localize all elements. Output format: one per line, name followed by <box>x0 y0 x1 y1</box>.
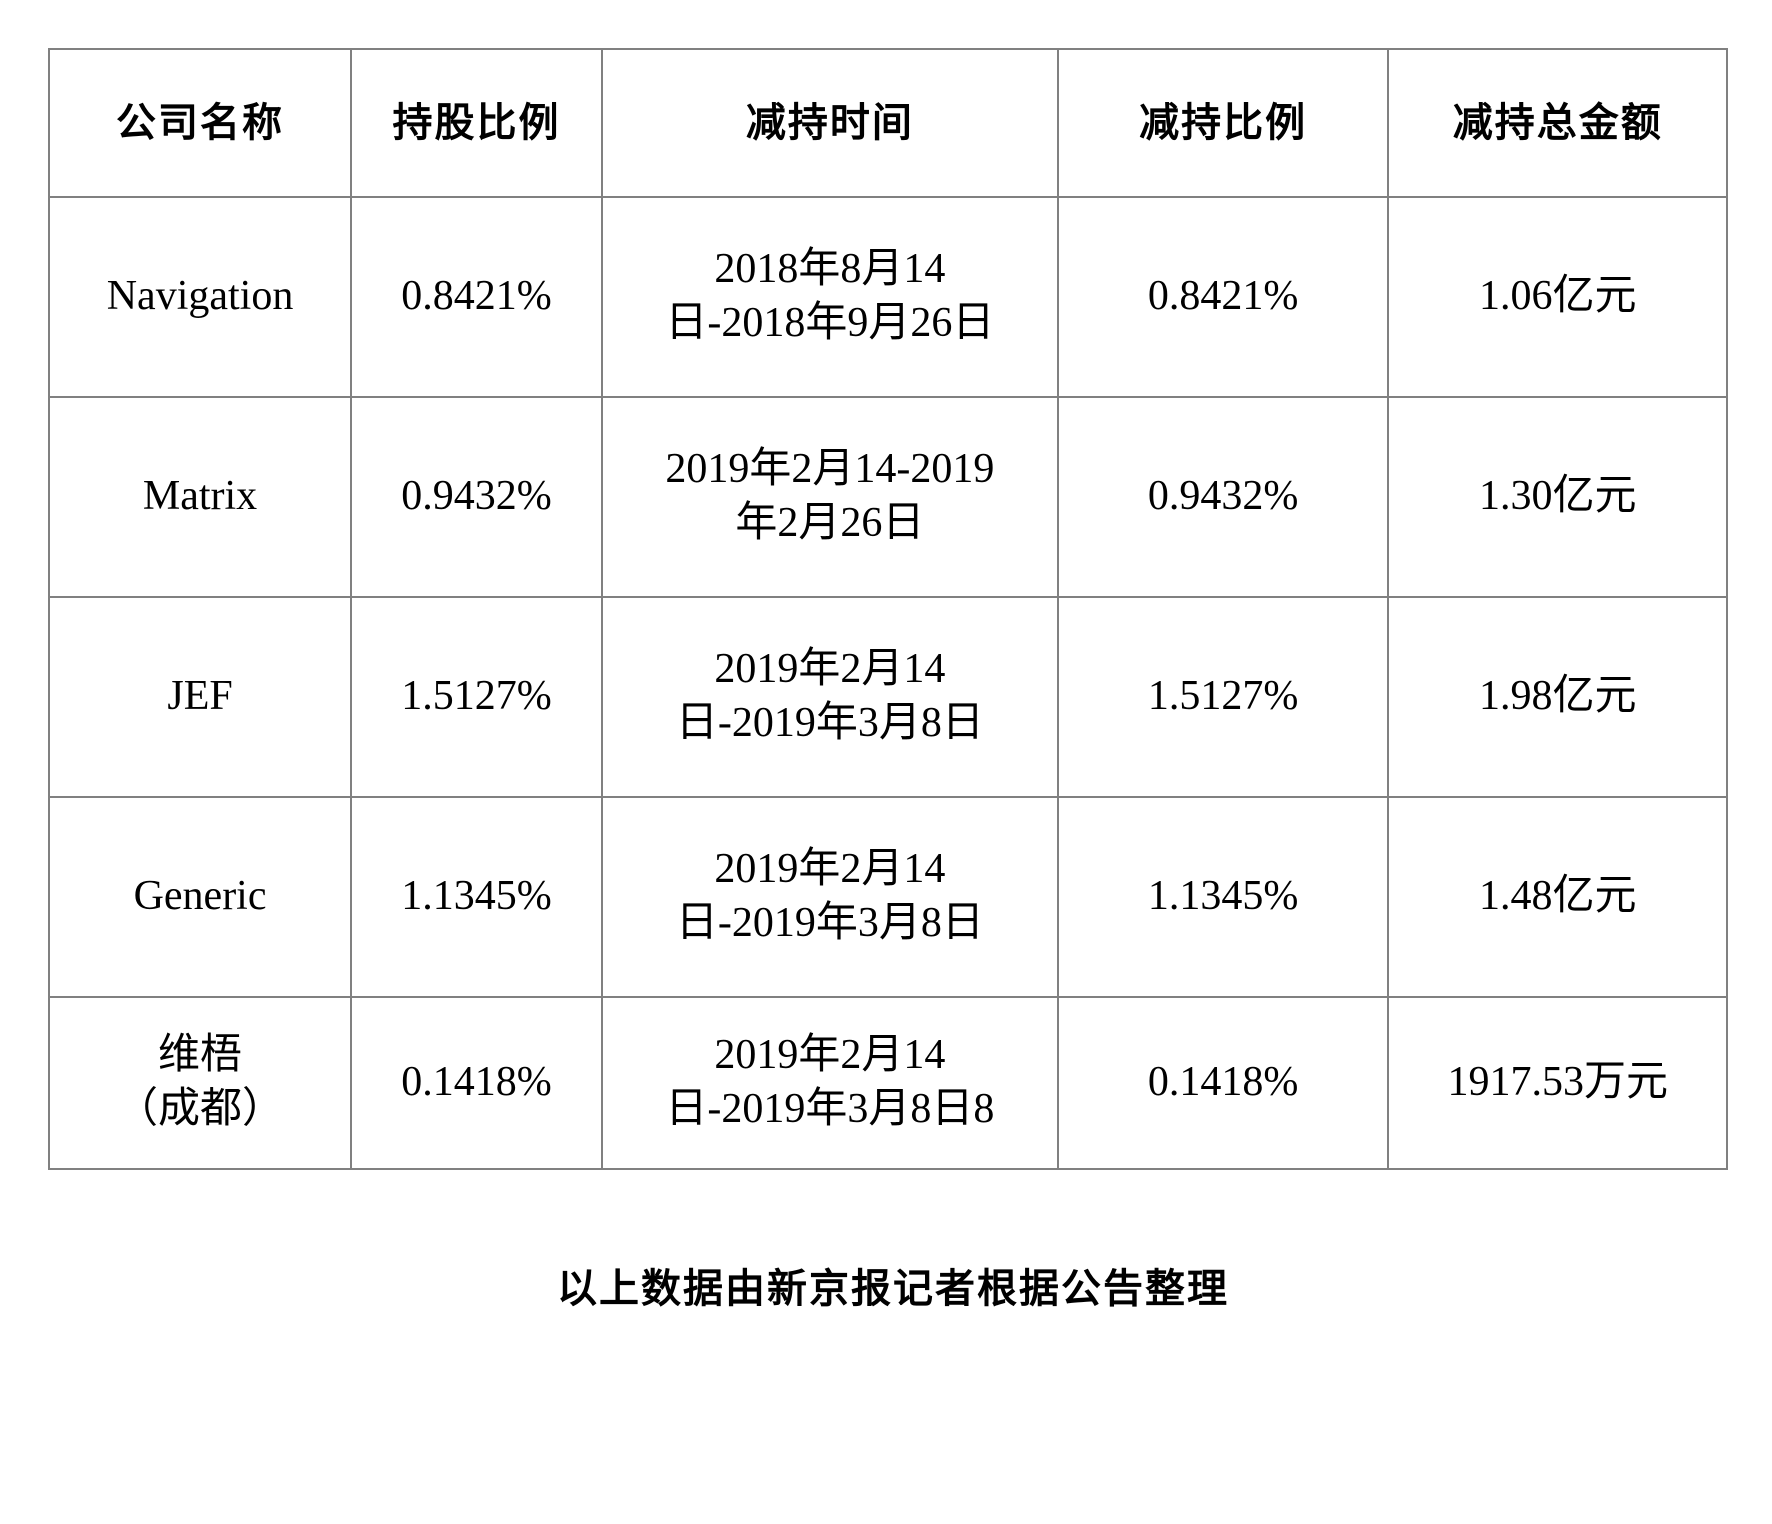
cell-reduction-ratio: 1.5127% <box>1056 596 1390 798</box>
cell-reduction-ratio: 0.9432% <box>1056 396 1390 598</box>
reduction-period-line-2: 日-2018年9月26日 <box>665 300 995 346</box>
table-row: 维梧 （成都） 0.1418% 2019年2月14 日-2019年3月8日8 0… <box>47 996 1728 1170</box>
cell-holding-ratio: 0.9432% <box>350 396 603 598</box>
reduction-period-line-2: 年2月26日 <box>735 500 925 546</box>
cell-reduction-ratio: 0.1418% <box>1056 996 1390 1170</box>
cell-company-name: 维梧 （成都） <box>47 996 353 1170</box>
reduction-period-line-2: 日-2019年3月8日 <box>675 700 984 746</box>
cell-reduction-amount: 1917.53万元 <box>1387 996 1728 1170</box>
cell-company-name: JEF <box>47 596 353 798</box>
cell-reduction-amount: 1.98亿元 <box>1387 596 1728 798</box>
reduction-period-line-1: 2019年2月14 <box>714 846 946 893</box>
table-body: Navigation 0.8421% 2018年8月14 日-2018年9月26… <box>47 196 1728 1170</box>
cell-reduction-period: 2019年2月14 日-2019年3月8日 <box>600 596 1059 798</box>
column-header-company-name: 公司名称 <box>47 48 353 198</box>
column-header-reduction-ratio: 减持比例 <box>1056 48 1390 198</box>
cell-reduction-amount: 1.48亿元 <box>1387 796 1728 998</box>
reduction-period-line-2: 日-2019年3月8日8 <box>665 1086 995 1132</box>
reduction-period-line-1: 2019年2月14 <box>714 646 946 693</box>
table-header-row: 公司名称 持股比例 减持时间 减持比例 减持总金额 <box>47 48 1728 198</box>
table-row: JEF 1.5127% 2019年2月14 日-2019年3月8日 1.5127… <box>47 596 1728 798</box>
cell-holding-ratio: 1.5127% <box>350 596 603 798</box>
column-header-holding-ratio: 持股比例 <box>350 48 603 198</box>
cell-reduction-period: 2018年8月14 日-2018年9月26日 <box>600 196 1059 398</box>
table-row: Generic 1.1345% 2019年2月14 日-2019年3月8日 1.… <box>47 796 1728 998</box>
table-caption: 以上数据由新京报记者根据公告整理 <box>557 1266 1229 1312</box>
company-name-line-1: 维梧 <box>158 1032 243 1079</box>
share-reduction-table: 公司名称 持股比例 减持时间 减持比例 减持总金额 Navigation 0.8… <box>47 48 1728 1170</box>
cell-reduction-ratio: 0.8421% <box>1056 196 1390 398</box>
cell-holding-ratio: 1.1345% <box>350 796 603 998</box>
reduction-period-line-1: 2019年2月14 <box>714 1032 946 1079</box>
company-name-line-2: （成都） <box>116 1086 285 1132</box>
reduction-period-line-1: 2019年2月14-2019 <box>665 446 995 493</box>
cell-company-name: Matrix <box>47 396 353 598</box>
reduction-period-line-2: 日-2019年3月8日 <box>675 900 984 946</box>
cell-holding-ratio: 0.8421% <box>350 196 603 398</box>
cell-company-name: Navigation <box>47 196 353 398</box>
table-row: Navigation 0.8421% 2018年8月14 日-2018年9月26… <box>47 196 1728 398</box>
column-header-reduction-period: 减持时间 <box>600 48 1059 198</box>
cell-reduction-amount: 1.06亿元 <box>1387 196 1728 398</box>
column-header-reduction-amount: 减持总金额 <box>1387 48 1728 198</box>
cell-reduction-ratio: 1.1345% <box>1056 796 1390 998</box>
reduction-period-line-1: 2018年8月14 <box>714 246 946 293</box>
cell-reduction-period: 2019年2月14-2019 年2月26日 <box>600 396 1059 598</box>
cell-holding-ratio: 0.1418% <box>350 996 603 1170</box>
cell-reduction-amount: 1.30亿元 <box>1387 396 1728 598</box>
cell-company-name: Generic <box>47 796 353 998</box>
cell-reduction-period: 2019年2月14 日-2019年3月8日 <box>600 796 1059 998</box>
cell-reduction-period: 2019年2月14 日-2019年3月8日8 <box>600 996 1059 1170</box>
table-row: Matrix 0.9432% 2019年2月14-2019 年2月26日 0.9… <box>47 396 1728 598</box>
table-header: 公司名称 持股比例 减持时间 减持比例 减持总金额 <box>47 48 1728 198</box>
